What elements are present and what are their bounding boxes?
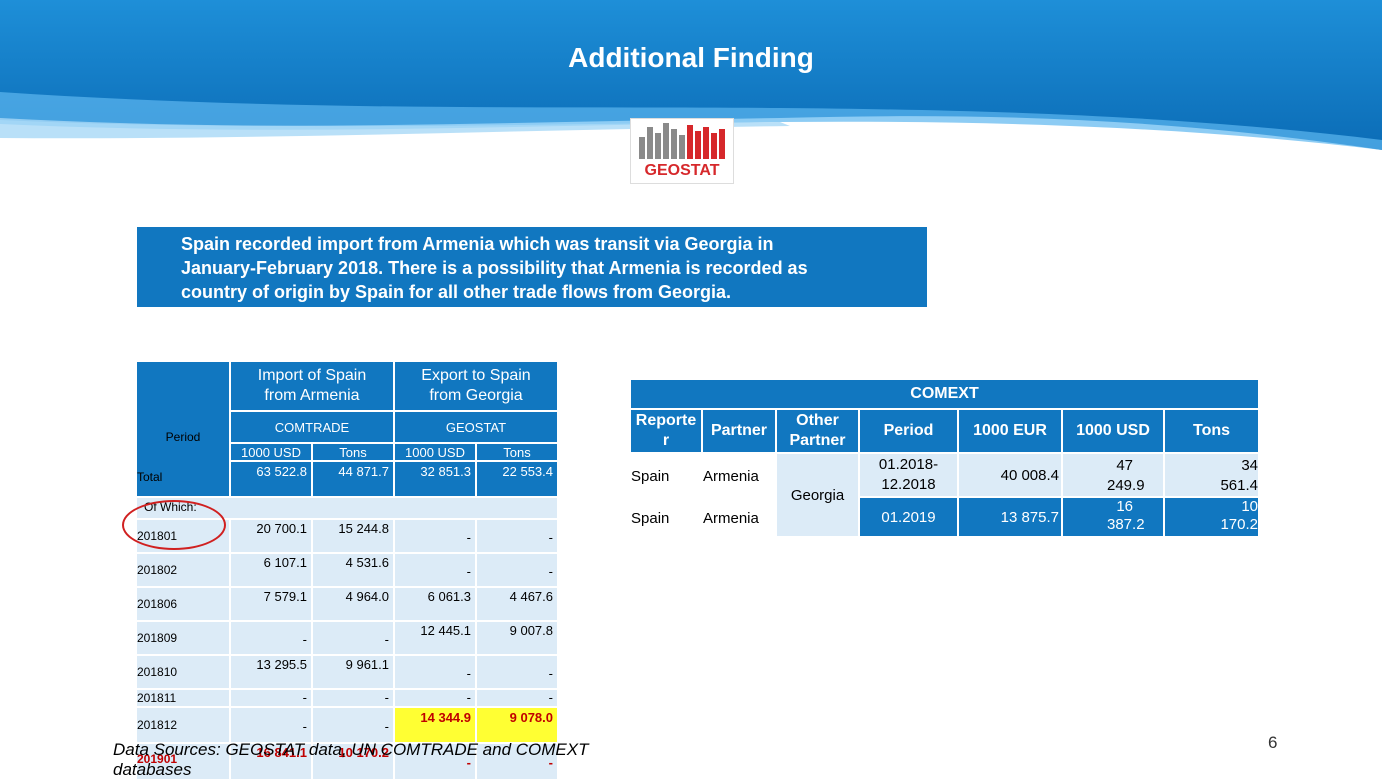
partner-cell: Armenia	[703, 468, 759, 485]
row-period: 201809	[137, 631, 178, 645]
row-period: 201901	[137, 752, 178, 766]
period-header: Period	[860, 410, 957, 452]
cell-value: -	[395, 744, 475, 779]
highlighted-value: 9 078.0	[477, 708, 557, 742]
eur-cell: 40 008.4	[959, 454, 1061, 496]
row-period: 201812	[137, 718, 178, 732]
callout-line: January-February 2018. There is a possib…	[181, 258, 808, 278]
data-sources-note: Data Sources: GEOSTAT data, UN COMTRADE …	[113, 740, 589, 779]
comext-title: COMEXT	[631, 380, 1258, 408]
cell-value: 16 841.1	[231, 744, 311, 779]
row-period: 201810	[137, 665, 178, 679]
cell-value: -	[395, 520, 475, 552]
cell-value: -	[477, 554, 557, 586]
usd-cell: 47 249.9	[1063, 454, 1163, 496]
cell-value: 13 295.5	[231, 656, 311, 688]
total-value: 32 851.3	[395, 462, 475, 496]
cell-value: -	[395, 554, 475, 586]
row-period: 201806	[137, 597, 178, 611]
partner-header: Partner	[703, 410, 775, 452]
period-label: Period	[165, 430, 201, 444]
cell-value: -	[477, 656, 557, 688]
highlighted-value: 14 344.9	[395, 708, 475, 742]
cell-value: -	[231, 622, 311, 654]
of-which-row	[137, 498, 557, 518]
page-number: 6	[1268, 733, 1278, 752]
cell-value: 4 467.6	[477, 588, 557, 620]
cell-value: -	[231, 708, 311, 742]
reporter-cell: Spain	[631, 510, 670, 527]
cell-value: -	[313, 622, 393, 654]
cell-value: -	[231, 690, 311, 706]
total-value: 22 553.4	[477, 462, 557, 496]
cell-value: -	[395, 690, 475, 706]
cell-value: 9 961.1	[313, 656, 393, 688]
period-cell: 01.2018-12.2018	[860, 454, 957, 496]
partner-cell: Armenia	[703, 510, 759, 527]
comtrade-header: COMTRADE	[231, 412, 393, 442]
reporter-cell: Spain	[631, 468, 670, 485]
cell-value: 4 531.6	[313, 554, 393, 586]
cell-value: 20 700.1	[231, 520, 311, 552]
total-value: 63 522.8	[231, 462, 311, 496]
geostat-logo: GEOSTAT	[630, 118, 734, 184]
cell-value: -	[477, 744, 557, 779]
cell-value: 4 964.0	[313, 588, 393, 620]
period-header-bg	[137, 362, 229, 496]
finding-callout: Spain recorded import from Armenia which…	[137, 227, 927, 307]
callout-line: country of origin by Spain for all other…	[181, 282, 732, 302]
eur-cell: 13 875.7	[959, 498, 1061, 536]
usd-header: 1000 USD	[1063, 410, 1163, 452]
reporter-header: Reporte r	[631, 410, 701, 452]
geostat-header: GEOSTAT	[395, 412, 557, 442]
unit-header: Tons	[477, 444, 557, 460]
row-period: 201802	[137, 563, 178, 577]
cell-value: 9 007.8	[477, 622, 557, 654]
total-label: Total	[137, 470, 163, 484]
other-partner-header: Other Partner	[777, 410, 858, 452]
callout-line: Spain recorded import from Armenia which…	[181, 234, 774, 254]
cell-value: -	[395, 656, 475, 688]
other-partner-cell: Georgia	[777, 454, 858, 536]
highlight-circle	[122, 500, 226, 550]
eur-header: 1000 EUR	[959, 410, 1061, 452]
page-title: Additional Finding	[568, 42, 814, 73]
unit-header: 1000 USD	[231, 444, 311, 460]
svg-text:GEOSTAT: GEOSTAT	[645, 162, 720, 179]
cell-value: -	[313, 708, 393, 742]
tons-cell: 34 561.4	[1165, 454, 1258, 496]
total-value: 44 871.7	[313, 462, 393, 496]
cell-value: 6 061.3	[395, 588, 475, 620]
unit-header: 1000 USD	[395, 444, 475, 460]
cell-value: 6 107.1	[231, 554, 311, 586]
cell-value: 10 170.2	[313, 744, 393, 779]
import-header: Import of Spain from Armenia	[231, 362, 393, 410]
cell-value: -	[313, 690, 393, 706]
row-period: 201811	[137, 691, 177, 705]
cell-value: -	[477, 690, 557, 706]
cell-value: 7 579.1	[231, 588, 311, 620]
cell-value: 15 244.8	[313, 520, 393, 552]
unit-header: Tons	[313, 444, 393, 460]
tons-cell: 10 170.2	[1165, 498, 1258, 536]
period-cell: 01.2019	[860, 498, 957, 536]
usd-cell: 16 387.2	[1063, 498, 1163, 536]
cell-value: 12 445.1	[395, 622, 475, 654]
tons-header: Tons	[1165, 410, 1258, 452]
export-header: Export to Spain from Georgia	[395, 362, 557, 410]
cell-value: -	[477, 520, 557, 552]
